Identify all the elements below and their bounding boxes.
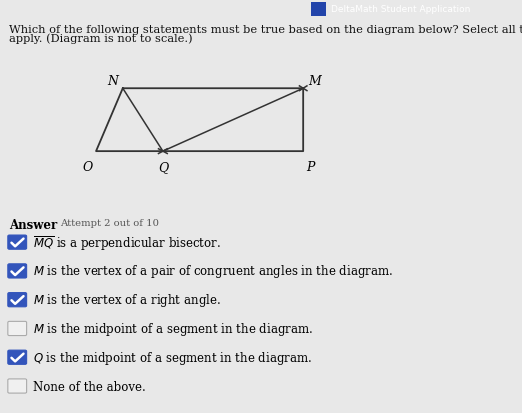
Text: $\overline{MQ}$ is a perpendicular bisector.: $\overline{MQ}$ is a perpendicular bisec… bbox=[33, 233, 221, 252]
Bar bbox=[311, 3, 326, 17]
FancyBboxPatch shape bbox=[8, 379, 27, 393]
FancyBboxPatch shape bbox=[8, 350, 27, 364]
Text: M: M bbox=[308, 75, 321, 88]
Text: $M$ is the vertex of a pair of congruent angles in the diagram.: $M$ is the vertex of a pair of congruent… bbox=[33, 263, 393, 280]
Text: Attempt 2 out of 10: Attempt 2 out of 10 bbox=[60, 218, 159, 227]
FancyBboxPatch shape bbox=[8, 322, 27, 336]
Text: DeltaMath Student Application: DeltaMath Student Application bbox=[331, 5, 471, 14]
FancyBboxPatch shape bbox=[8, 235, 27, 249]
Text: Answer: Answer bbox=[9, 218, 57, 231]
FancyBboxPatch shape bbox=[8, 293, 27, 307]
Text: $M$ is the vertex of a right angle.: $M$ is the vertex of a right angle. bbox=[33, 292, 221, 309]
Text: None of the above.: None of the above. bbox=[33, 380, 146, 392]
Text: $Q$ is the midpoint of a segment in the diagram.: $Q$ is the midpoint of a segment in the … bbox=[33, 349, 312, 366]
Text: O: O bbox=[82, 160, 92, 173]
FancyBboxPatch shape bbox=[8, 264, 27, 278]
Text: N: N bbox=[107, 74, 118, 87]
Text: $M$ is the midpoint of a segment in the diagram.: $M$ is the midpoint of a segment in the … bbox=[33, 320, 313, 337]
Text: P: P bbox=[306, 160, 315, 173]
Text: Q: Q bbox=[158, 160, 168, 173]
Text: Which of the following statements must be true based on the diagram below? Selec: Which of the following statements must b… bbox=[9, 24, 522, 35]
Text: apply. (Diagram is not to scale.): apply. (Diagram is not to scale.) bbox=[9, 33, 193, 44]
